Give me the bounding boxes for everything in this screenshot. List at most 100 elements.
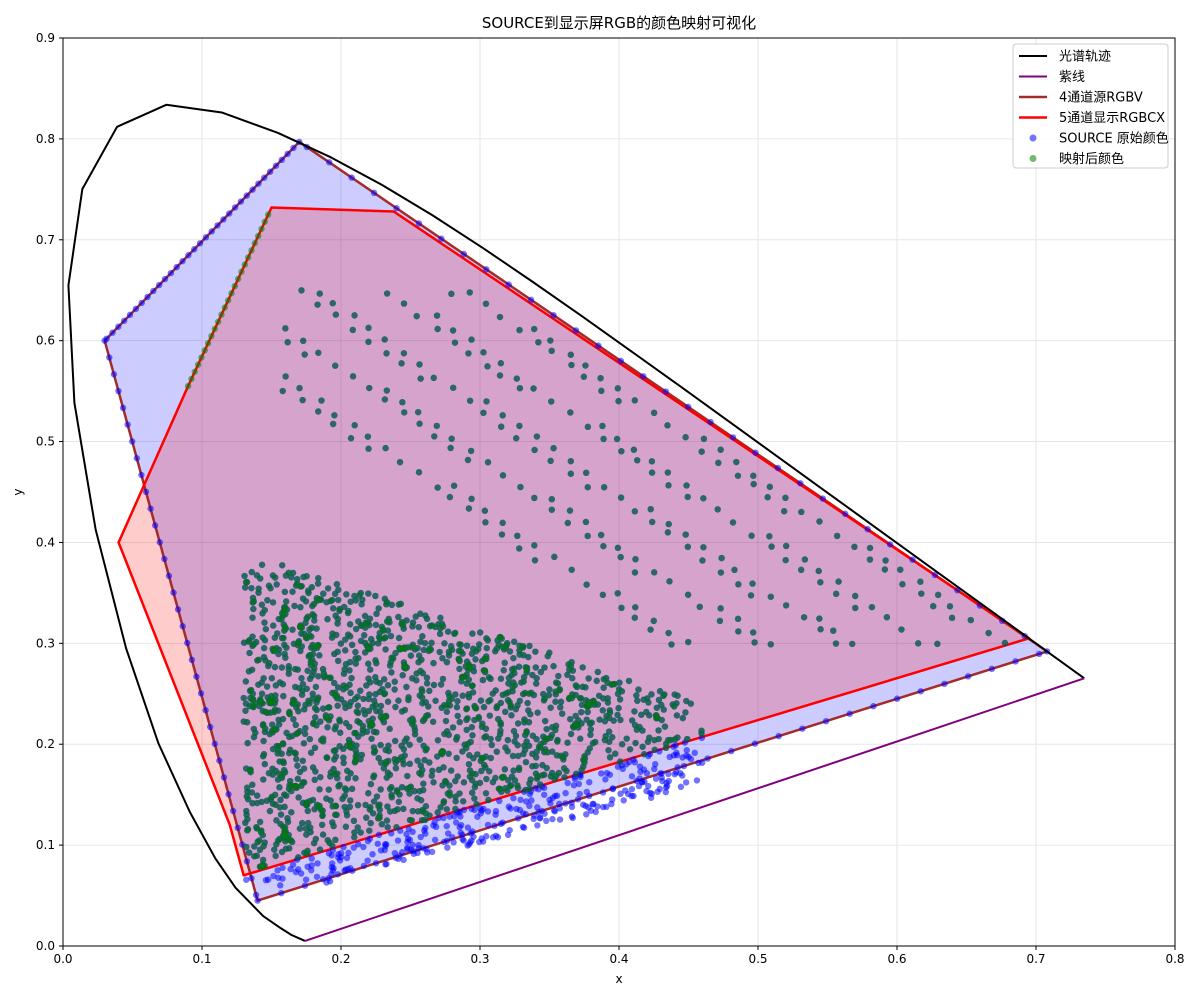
source-point bbox=[751, 740, 759, 747]
mapped-point bbox=[881, 566, 889, 573]
mapped-point bbox=[289, 569, 297, 577]
mapped-point bbox=[368, 635, 375, 643]
mapped-point bbox=[275, 721, 283, 728]
mapped-point bbox=[605, 728, 613, 735]
mapped-point bbox=[323, 754, 330, 761]
mapped-point bbox=[357, 687, 364, 694]
mapped-point bbox=[830, 627, 837, 634]
mapped-point bbox=[420, 780, 427, 787]
source-point bbox=[129, 438, 136, 445]
mapped-point bbox=[665, 520, 672, 528]
source-point bbox=[167, 269, 175, 277]
mapped-point bbox=[283, 792, 290, 799]
mapped-point bbox=[318, 821, 326, 829]
mapped-point bbox=[609, 734, 616, 741]
source-point bbox=[220, 774, 228, 781]
mapped-point bbox=[415, 469, 423, 476]
mapped-point bbox=[469, 732, 476, 739]
source-point bbox=[505, 281, 512, 288]
mapped-point bbox=[664, 529, 672, 536]
mapped-point bbox=[616, 679, 623, 686]
mapped-point bbox=[357, 829, 364, 836]
mapped-point bbox=[800, 614, 808, 621]
mapped-point bbox=[463, 716, 470, 724]
mapped-point bbox=[578, 708, 585, 716]
mapped-point bbox=[513, 435, 520, 442]
mapped-point bbox=[479, 720, 486, 727]
mapped-point bbox=[516, 545, 523, 552]
mapped-point bbox=[315, 673, 322, 680]
mapped-point bbox=[363, 814, 370, 821]
mapped-point bbox=[482, 725, 490, 732]
mapped-point bbox=[409, 623, 416, 630]
mapped-point bbox=[635, 686, 642, 693]
mapped-point bbox=[630, 446, 638, 453]
mapped-point bbox=[255, 585, 262, 592]
mapped-point bbox=[648, 691, 655, 698]
mapped-point bbox=[509, 752, 517, 760]
mapped-point bbox=[262, 625, 270, 633]
mapped-point bbox=[499, 691, 506, 699]
source-point bbox=[483, 266, 490, 273]
mapped-point bbox=[333, 695, 341, 702]
mapped-point bbox=[272, 692, 279, 699]
mapped-point bbox=[334, 684, 342, 691]
mapped-point bbox=[367, 721, 374, 728]
mapped-point bbox=[352, 648, 359, 656]
mapped-point bbox=[406, 790, 413, 797]
mapped-point bbox=[554, 680, 562, 687]
mapped-point bbox=[679, 714, 686, 722]
mapped-point bbox=[269, 599, 277, 606]
source-point bbox=[289, 861, 297, 868]
mapped-point bbox=[247, 768, 254, 776]
mapped-point bbox=[191, 368, 198, 375]
mapped-point bbox=[664, 469, 672, 476]
mapped-point bbox=[228, 290, 235, 297]
source-point bbox=[464, 824, 472, 831]
mapped-point bbox=[459, 748, 466, 755]
mapped-point bbox=[397, 600, 405, 608]
source-point bbox=[444, 844, 451, 851]
mapped-point bbox=[586, 745, 593, 752]
mapped-point bbox=[568, 691, 576, 698]
mapped-point bbox=[307, 644, 315, 651]
source-point bbox=[313, 873, 321, 880]
y-tick-label: 0.6 bbox=[36, 334, 55, 348]
mapped-point bbox=[373, 610, 380, 618]
source-point bbox=[132, 305, 140, 313]
mapped-point bbox=[325, 704, 332, 711]
mapped-point bbox=[985, 629, 992, 637]
mapped-point bbox=[647, 626, 654, 633]
mapped-point bbox=[322, 712, 330, 719]
mapped-point bbox=[482, 300, 490, 307]
mapped-point bbox=[252, 638, 260, 646]
mapped-point bbox=[466, 397, 474, 404]
mapped-point bbox=[480, 761, 488, 769]
mapped-point bbox=[306, 735, 314, 743]
mapped-point bbox=[273, 817, 280, 824]
mapped-point bbox=[326, 674, 333, 681]
source-point bbox=[431, 818, 438, 826]
mapped-point bbox=[262, 657, 269, 664]
mapped-point bbox=[362, 624, 369, 631]
mapped-point bbox=[648, 469, 656, 476]
mapped-point bbox=[600, 684, 607, 691]
mapped-point bbox=[530, 325, 538, 333]
mapped-point bbox=[747, 592, 755, 599]
source-point bbox=[630, 792, 637, 800]
mapped-point bbox=[257, 696, 264, 703]
source-point bbox=[382, 843, 389, 850]
mapped-point bbox=[231, 282, 239, 290]
mapped-point bbox=[242, 819, 249, 826]
source-point bbox=[672, 742, 679, 749]
mapped-point bbox=[297, 603, 304, 611]
mapped-point bbox=[259, 831, 266, 839]
mapped-point bbox=[386, 771, 394, 779]
source-point bbox=[193, 673, 200, 680]
x-tick-label: 0.4 bbox=[609, 952, 628, 966]
mapped-point bbox=[272, 852, 279, 860]
source-point bbox=[893, 695, 901, 702]
mapped-point bbox=[311, 744, 319, 752]
x-tick-label: 0.8 bbox=[1165, 952, 1184, 966]
source-point bbox=[170, 589, 177, 596]
